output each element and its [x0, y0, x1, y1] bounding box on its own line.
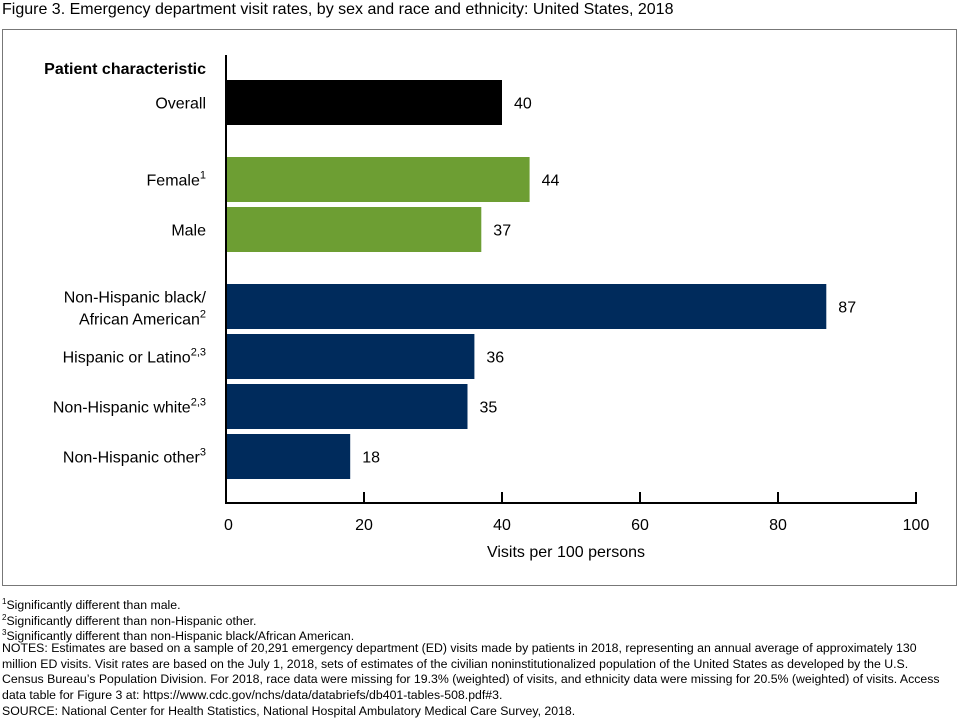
category-label: Non-Hispanic other3 [63, 447, 206, 467]
category-label: Non-Hispanic black/ [64, 290, 207, 307]
x-tick-label: 60 [631, 517, 649, 534]
footnote-text: Significantly different than non-Hispani… [6, 614, 257, 629]
bar-0 [226, 80, 502, 125]
category-header: Patient characteristic [44, 61, 206, 78]
bar-4 [226, 334, 475, 379]
x-axis-label: Visits per 100 persons [487, 544, 645, 561]
bar-chart: Patient characteristic 40 Overall 44 Female1… [44, 55, 930, 561]
x-tick-label: 20 [355, 517, 373, 534]
footnote-text: Significantly different than male. [6, 598, 181, 613]
category-label: Male [171, 223, 206, 240]
category-label: African American2 [79, 309, 206, 329]
footnote-marker: 3 [2, 628, 7, 637]
data-label: 87 [838, 300, 856, 317]
bar-3 [226, 284, 827, 329]
data-label: 36 [486, 350, 504, 367]
x-tick-label: 100 [903, 517, 930, 534]
category-label: Non-Hispanic white2,3 [53, 397, 206, 417]
figure-title: Figure 3. Emergency department visit rat… [2, 1, 674, 18]
bar-6 [226, 434, 351, 479]
x-tick-label: 40 [493, 517, 511, 534]
data-label: 35 [480, 400, 498, 417]
footnote-2: 2Significantly different than non-Hispan… [2, 610, 256, 630]
data-label: 18 [362, 450, 380, 467]
footnote-3: 3Significantly different than non-Hispan… [2, 625, 354, 645]
category-label: Hispanic or Latino2,3 [63, 347, 206, 367]
footnote-text: Significantly different than non-Hispani… [6, 629, 355, 644]
footnote-marker: 2 [2, 613, 7, 622]
bar-5 [226, 384, 468, 429]
bar-2 [226, 207, 482, 252]
data-label: 37 [493, 223, 511, 240]
category-label: Female1 [147, 170, 206, 190]
footnote-1: 1Significantly different than male. [2, 594, 181, 614]
category-label: Overall [155, 96, 206, 113]
x-tick-label: 0 [224, 517, 233, 534]
bar-1 [226, 157, 530, 202]
chart-frame [2, 29, 957, 586]
source: SOURCE: National Center for Health Stati… [2, 704, 576, 718]
footnote-marker: 1 [2, 597, 7, 606]
x-tick-label: 80 [769, 517, 787, 534]
notes: NOTES: Estimates are based on a sample o… [2, 641, 940, 702]
data-label: 40 [514, 96, 532, 113]
data-label: 44 [542, 173, 560, 190]
